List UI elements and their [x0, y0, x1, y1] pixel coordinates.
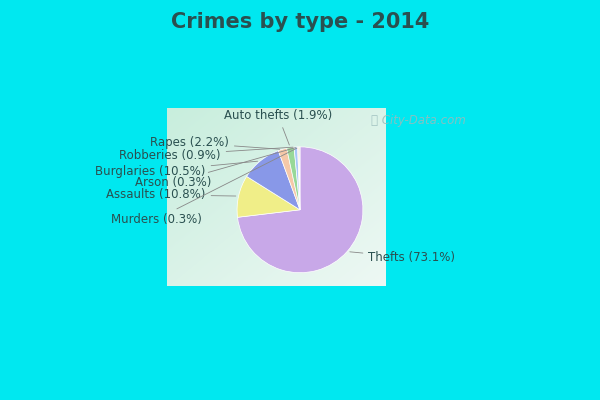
Wedge shape	[237, 176, 300, 217]
Wedge shape	[299, 147, 300, 210]
Wedge shape	[238, 147, 363, 273]
Text: Assaults (10.8%): Assaults (10.8%)	[106, 188, 236, 201]
Text: Robberies (0.9%): Robberies (0.9%)	[119, 147, 293, 162]
Wedge shape	[294, 147, 300, 210]
Text: Thefts (73.1%): Thefts (73.1%)	[350, 251, 455, 264]
Wedge shape	[247, 151, 300, 210]
Text: ⓘ City-Data.com: ⓘ City-Data.com	[371, 114, 466, 127]
Wedge shape	[287, 147, 300, 210]
Text: Rapes (2.2%): Rapes (2.2%)	[150, 136, 280, 149]
Text: Murders (0.3%): Murders (0.3%)	[110, 148, 297, 226]
Text: Arson (0.3%): Arson (0.3%)	[135, 148, 296, 189]
Text: Burglaries (10.5%): Burglaries (10.5%)	[95, 161, 257, 178]
Wedge shape	[278, 148, 300, 210]
Wedge shape	[298, 147, 300, 210]
Text: Crimes by type - 2014: Crimes by type - 2014	[171, 12, 429, 32]
Text: Auto thefts (1.9%): Auto thefts (1.9%)	[224, 109, 332, 145]
